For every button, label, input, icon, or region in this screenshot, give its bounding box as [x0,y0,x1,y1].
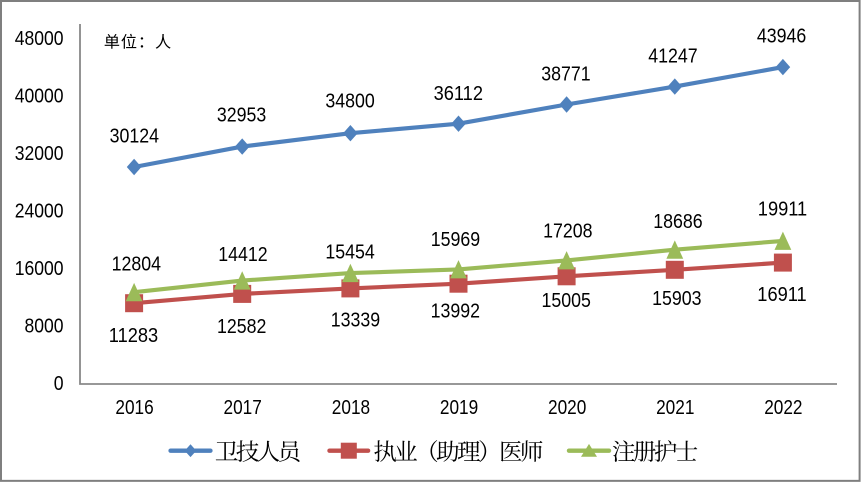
svg-text:34800: 34800 [325,90,374,112]
svg-text:32000: 32000 [15,143,64,165]
svg-text:15969: 15969 [431,229,480,251]
svg-text:43946: 43946 [757,26,806,48]
svg-text:0: 0 [54,373,64,395]
svg-text:40000: 40000 [15,85,64,107]
svg-text:2016: 2016 [115,397,153,419]
svg-text:24000: 24000 [15,200,64,222]
svg-text:11283: 11283 [109,325,158,347]
svg-text:32953: 32953 [217,105,266,127]
svg-text:14412: 14412 [218,244,267,266]
svg-text:48000: 48000 [15,28,64,50]
svg-text:19911: 19911 [758,199,807,221]
svg-text:13339: 13339 [331,310,380,332]
svg-text:41247: 41247 [648,46,697,68]
svg-text:12804: 12804 [112,253,161,275]
svg-text:12582: 12582 [217,316,266,338]
svg-text:38771: 38771 [541,64,590,86]
svg-text:2022: 2022 [764,397,802,419]
svg-text:30124: 30124 [110,125,159,147]
svg-text:15454: 15454 [325,242,374,264]
svg-text:15005: 15005 [542,290,591,312]
svg-text:16000: 16000 [15,258,64,280]
svg-text:13992: 13992 [431,301,480,323]
svg-text:2019: 2019 [440,397,478,419]
svg-text:16911: 16911 [757,284,806,306]
svg-text:36112: 36112 [434,83,483,105]
svg-text:18686: 18686 [653,211,702,233]
svg-text:2020: 2020 [548,397,586,419]
svg-text:2017: 2017 [224,397,262,419]
svg-text:15903: 15903 [652,288,701,310]
svg-text:17208: 17208 [543,221,592,243]
svg-text:8000: 8000 [25,315,64,337]
svg-text:2021: 2021 [656,397,694,419]
svg-text:2018: 2018 [332,397,370,419]
